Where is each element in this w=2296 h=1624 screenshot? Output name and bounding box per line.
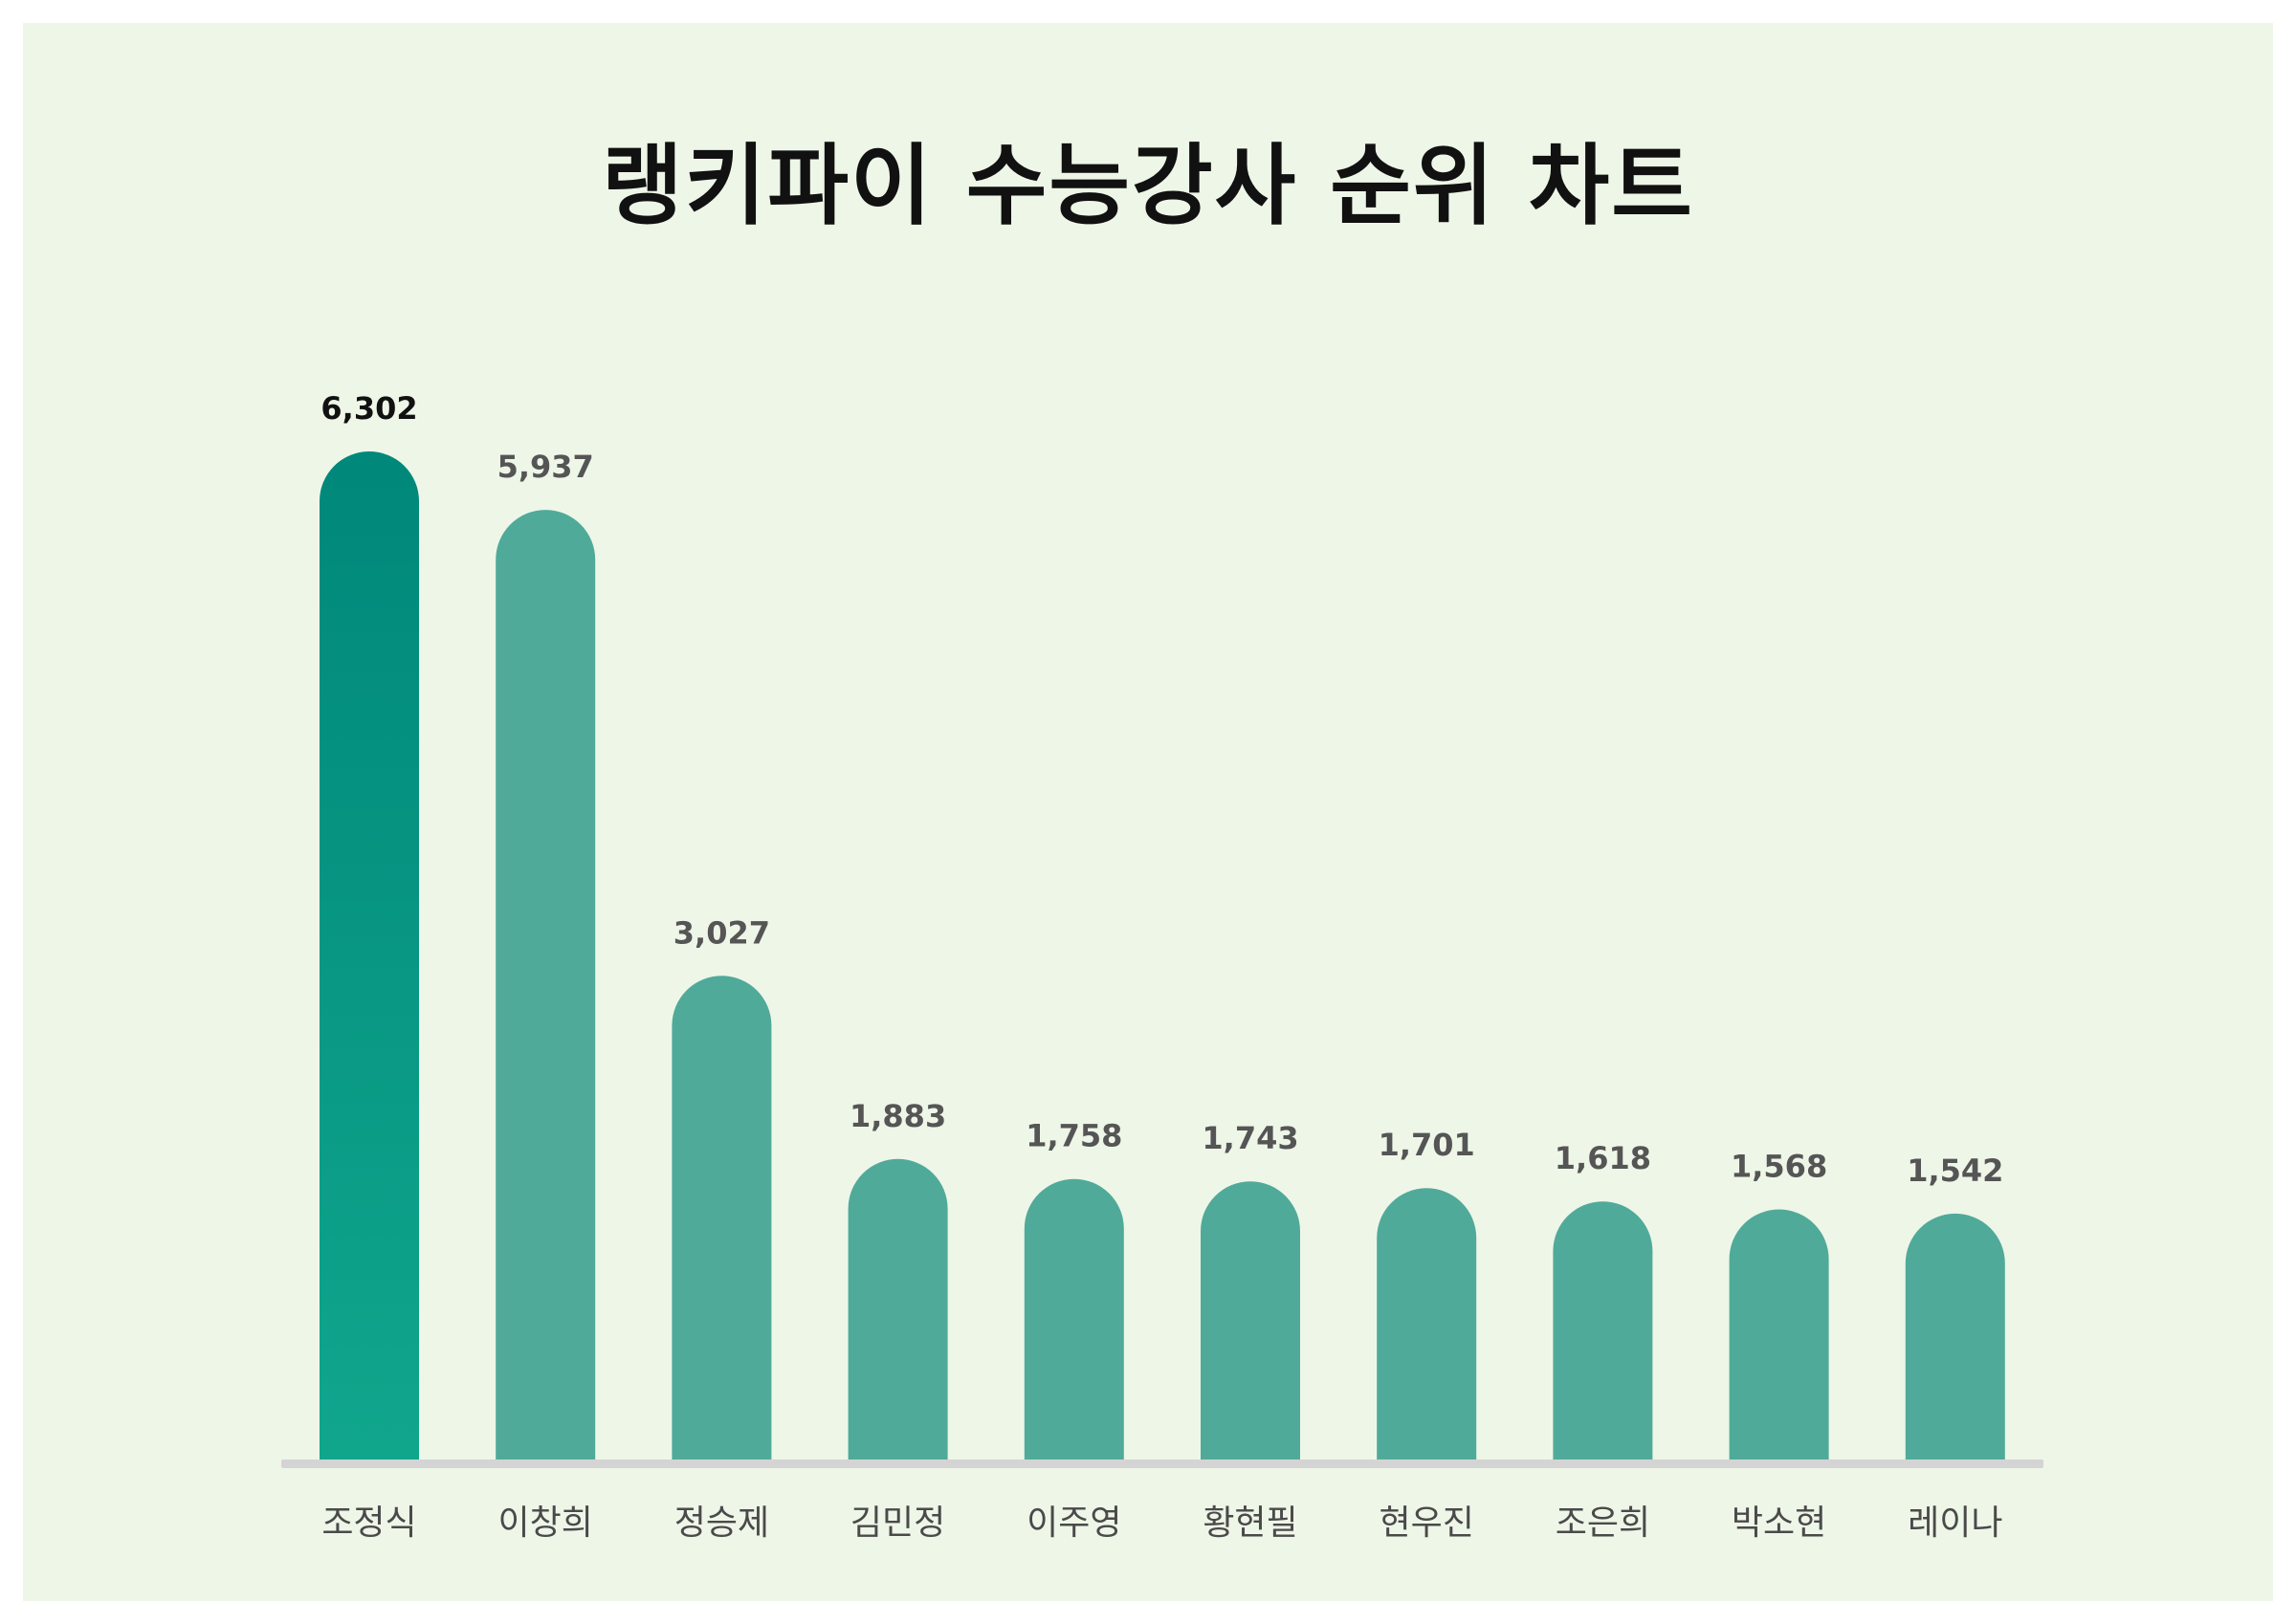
category-label-2: 이창희: [498, 1503, 593, 1543]
labels-group: 6,302 조정식 5,937 이창희 3,027 정승제 1,883 김민정 1,758 이주영…: [320, 390, 2003, 1543]
value-label-2: 5,937: [497, 449, 594, 485]
value-label-10: 1,542: [1907, 1152, 2003, 1189]
bar-2: [496, 510, 596, 1460]
bar-7: [1377, 1188, 1477, 1460]
category-label-1: 조정식: [321, 1503, 416, 1543]
bar-3: [672, 976, 772, 1460]
value-label-7: 1,701: [1379, 1127, 1475, 1163]
category-label-9: 박소현: [1732, 1503, 1826, 1543]
bar-6: [1201, 1181, 1300, 1460]
bar-4: [848, 1158, 948, 1460]
value-label-9: 1,568: [1731, 1149, 1827, 1185]
category-label-8: 조은희: [1556, 1503, 1650, 1543]
category-label-6: 황현필: [1203, 1503, 1297, 1543]
category-label-7: 현우진: [1380, 1503, 1474, 1543]
category-label-3: 정승제: [674, 1503, 769, 1543]
bar-5: [1024, 1178, 1124, 1460]
bar-1: [320, 451, 419, 1460]
bar-10: [1905, 1213, 2005, 1460]
value-label-6: 1,743: [1202, 1120, 1298, 1156]
value-label-3: 3,027: [673, 914, 770, 951]
value-label-4: 1,883: [850, 1098, 946, 1134]
bar-9: [1729, 1209, 1829, 1460]
value-label-5: 1,758: [1026, 1118, 1122, 1154]
bars-group: [320, 451, 2005, 1460]
category-label-5: 이주영: [1027, 1503, 1121, 1543]
category-label-4: 김민정: [850, 1503, 945, 1543]
category-label-10: 레이나: [1908, 1503, 2002, 1543]
value-label-1: 6,302: [320, 390, 417, 427]
chart-title: 랭키파이 수능강사 순위 차트: [602, 135, 1694, 237]
x-axis-baseline: [281, 1459, 2043, 1468]
value-label-8: 1,618: [1555, 1140, 1651, 1176]
bar-8: [1553, 1201, 1653, 1460]
